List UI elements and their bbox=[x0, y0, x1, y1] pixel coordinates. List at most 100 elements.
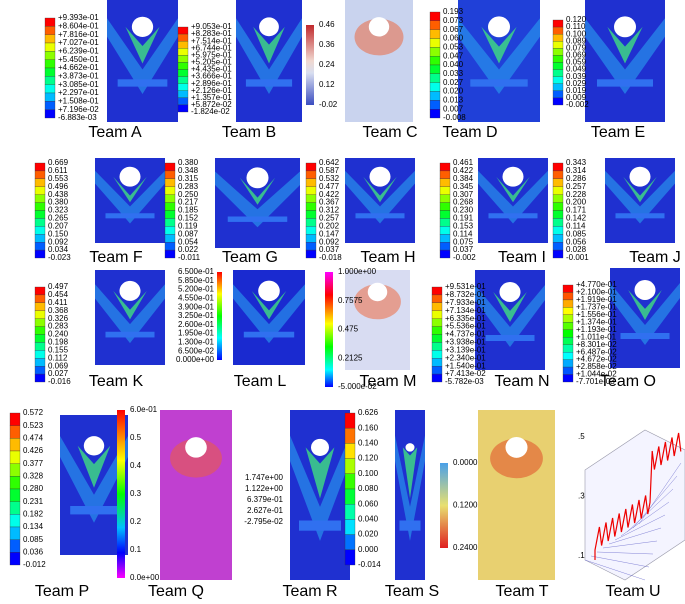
legend-swatch bbox=[562, 352, 574, 360]
panel-label: Team R bbox=[282, 583, 337, 600]
contour bbox=[251, 290, 287, 320]
legend-label: 0.268 bbox=[453, 198, 474, 207]
legend-swatch bbox=[164, 186, 176, 195]
panel-label: Team G bbox=[222, 249, 278, 266]
legend-label: -0.014 bbox=[358, 560, 381, 569]
legend-colorbar bbox=[325, 272, 333, 387]
legend-swatch bbox=[552, 178, 564, 187]
legend-swatch bbox=[344, 504, 356, 520]
panel-label: Team T bbox=[495, 583, 548, 600]
legend-label: 0.345 bbox=[453, 182, 474, 191]
legend-label: -0.018 bbox=[319, 253, 342, 262]
legend-label: 0.438 bbox=[48, 190, 69, 199]
legend-label: 0.059 bbox=[566, 58, 587, 67]
legend-swatch bbox=[562, 337, 574, 345]
legend-swatch bbox=[34, 326, 46, 335]
legend-label: 1.950e-01 bbox=[178, 329, 215, 338]
legend-label: 0.049 bbox=[566, 65, 587, 74]
legend-swatch bbox=[177, 69, 189, 77]
legend-swatch bbox=[439, 218, 451, 227]
hole bbox=[505, 436, 528, 458]
legend-swatch bbox=[431, 294, 443, 303]
legend-label: 0.153 bbox=[453, 221, 474, 230]
legend-swatch bbox=[164, 178, 176, 187]
legend-label: +1.193e-01 bbox=[576, 325, 617, 334]
legend-label: +7.933e-01 bbox=[445, 298, 486, 307]
legend-label: 0.207 bbox=[48, 221, 69, 230]
legend-label: +1.357e-01 bbox=[191, 93, 232, 102]
legend-label: +4.435e-01 bbox=[191, 65, 232, 74]
legend-label: -6.883e-03 bbox=[58, 113, 97, 122]
contour bbox=[615, 213, 665, 219]
legend-label: 0.532 bbox=[319, 174, 340, 183]
panel-label: Team U bbox=[605, 583, 660, 600]
legend-swatch bbox=[552, 202, 564, 211]
legend-swatch bbox=[552, 26, 564, 35]
legend-swatch bbox=[431, 366, 443, 375]
legend-label: 0.477 bbox=[319, 182, 340, 191]
legend-swatch bbox=[562, 374, 574, 383]
contour bbox=[105, 213, 155, 219]
contour bbox=[395, 435, 425, 541]
legend-label: 0.147 bbox=[319, 229, 340, 238]
legend-swatch bbox=[44, 76, 56, 85]
plot-box bbox=[584, 429, 685, 581]
legend-label: 0.142 bbox=[566, 214, 587, 223]
legend-label: 0.027 bbox=[443, 78, 464, 87]
legend-label: +6.744e-01 bbox=[191, 43, 232, 52]
contour bbox=[243, 331, 295, 338]
legend-swatch bbox=[9, 488, 21, 502]
legend-label: +2.126e-01 bbox=[191, 86, 232, 95]
contour bbox=[496, 176, 530, 203]
contour bbox=[227, 216, 288, 222]
legend-label: 0.250 bbox=[178, 190, 199, 199]
legend-swatch bbox=[552, 210, 564, 219]
legend-label: 0.034 bbox=[48, 245, 69, 254]
legend-label: 0.36 bbox=[319, 40, 335, 49]
panel: 6.500e-015.850e-015.200e-014.550e-013.90… bbox=[176, 267, 305, 390]
legend-swatch bbox=[431, 302, 443, 311]
legend-swatch bbox=[552, 162, 564, 172]
legend-label: 1.000e+00 bbox=[338, 267, 377, 276]
legend-swatch bbox=[429, 38, 441, 48]
legend-label: -0.02 bbox=[319, 100, 338, 109]
plot-grid bbox=[626, 488, 674, 533]
legend-swatch bbox=[34, 286, 46, 296]
legend-label: -0.008 bbox=[443, 113, 466, 122]
legend-label: +1.919e-01 bbox=[576, 295, 617, 304]
legend-label: +2.297e-01 bbox=[58, 88, 99, 97]
legend-swatch bbox=[431, 286, 443, 296]
contour bbox=[470, 79, 528, 87]
legend-label: 0.2125 bbox=[338, 353, 363, 362]
legend-label: 0.089 bbox=[566, 36, 587, 45]
legend-label: -0.012 bbox=[23, 560, 46, 569]
contour bbox=[402, 447, 418, 499]
legend-label: 0.384 bbox=[453, 174, 474, 183]
panel-label: Team D bbox=[442, 124, 497, 141]
legend-label: +5.872e-02 bbox=[191, 100, 232, 109]
legend-swatch bbox=[44, 101, 56, 110]
hole bbox=[499, 282, 521, 302]
legend-label: 0.152 bbox=[178, 214, 199, 223]
panel: 0.626 0.160 0.140 0.120 0.100 0.080 0.060 0.040… bbox=[344, 408, 439, 600]
hole bbox=[258, 280, 280, 302]
legend-swatch bbox=[34, 373, 46, 383]
legend-label: +1.556e-01 bbox=[576, 310, 617, 319]
legend-label: +4.770e-01 bbox=[576, 280, 617, 289]
legend-swatch bbox=[177, 33, 189, 42]
legend-label: 0.286 bbox=[566, 174, 587, 183]
legend-label: +9.531e-01 bbox=[445, 282, 486, 291]
legend-label: 0.193 bbox=[443, 7, 464, 16]
plot-grid bbox=[602, 540, 658, 549]
legend-label: +8.283e-01 bbox=[191, 29, 232, 38]
legend-label: 0.075 bbox=[453, 237, 474, 246]
panel: 1.747e+00 1.122e+00 6.379e-01 2.627e-01 -2.7… bbox=[244, 410, 350, 600]
contour bbox=[481, 26, 517, 64]
legend-swatch bbox=[429, 64, 441, 74]
legend-label: 0.087 bbox=[178, 229, 199, 238]
panel: .5 .3 .1 Team U bbox=[578, 429, 685, 600]
hole bbox=[311, 438, 329, 456]
legend-label: +5.205e-01 bbox=[191, 58, 232, 67]
legend-swatch bbox=[164, 249, 176, 259]
